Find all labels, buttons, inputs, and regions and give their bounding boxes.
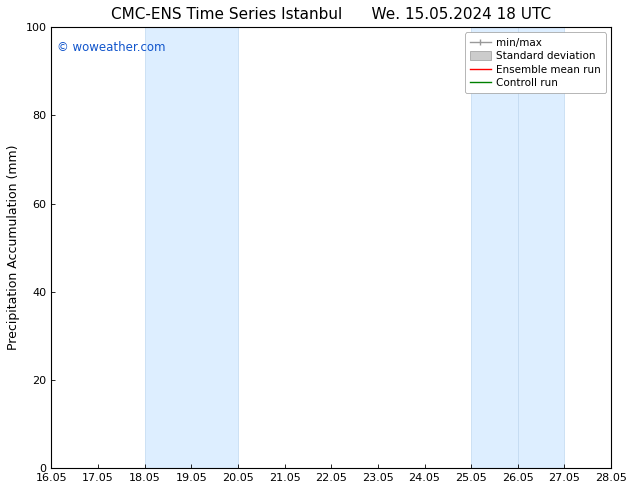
Bar [518,27,564,468]
Y-axis label: Precipitation Accumulation (mm): Precipitation Accumulation (mm) [7,145,20,350]
Bar [145,27,238,468]
Text: © woweather.com: © woweather.com [57,41,165,53]
Title: CMC-ENS Time Series Istanbul      We. 15.05.2024 18 UTC: CMC-ENS Time Series Istanbul We. 15.05.2… [111,7,552,22]
Legend: min/max, Standard deviation, Ensemble mean run, Controll run: min/max, Standard deviation, Ensemble me… [465,32,606,93]
Bar [471,27,518,468]
